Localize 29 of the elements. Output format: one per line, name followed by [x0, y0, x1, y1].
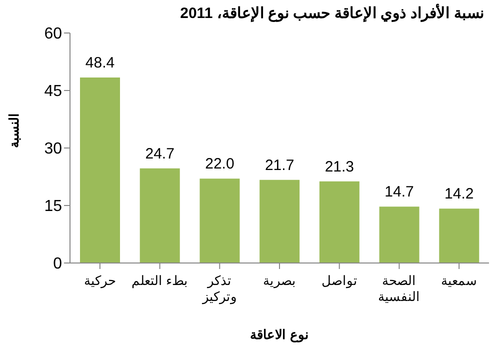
x-tick-label: بصرية — [263, 273, 296, 289]
data-label: 21.7 — [264, 156, 294, 174]
data-label: 14.7 — [384, 184, 414, 201]
bar — [439, 208, 480, 263]
x-tick-label: سمعية — [441, 273, 478, 288]
x-tick-label: تذكر وتركيز — [202, 273, 237, 305]
data-label: 24.7 — [145, 145, 174, 162]
data-label: 22.0 — [205, 156, 234, 173]
y-tick-label: 60 — [44, 26, 62, 43]
chart-title: نسبة الأفراد ذوي الإعاقة حسب نوع الإعاقة، 2011 — [180, 3, 484, 23]
y-tick-label: 45 — [44, 83, 62, 100]
y-tick-label: 0 — [53, 256, 62, 273]
bar — [260, 180, 300, 263]
x-axis-title: نوع الاعاقة — [250, 327, 309, 343]
bar — [140, 168, 180, 263]
x-tick-label: الصحة النفسية — [378, 273, 420, 304]
y-tick-label: 30 — [44, 140, 62, 158]
y-tick-label: 15 — [44, 198, 62, 216]
data-label: 14.2 — [444, 186, 474, 203]
y-axis-title: النسبة — [6, 113, 22, 148]
bar — [379, 206, 420, 263]
x-tick-label: بطء التعلم — [131, 273, 188, 289]
x-tick-label: حركية — [84, 273, 116, 289]
x-tick-label: تواصل — [321, 273, 358, 289]
bar — [200, 178, 240, 263]
bar — [319, 181, 360, 263]
data-label: 21.3 — [324, 158, 354, 176]
bar — [80, 77, 120, 263]
data-label: 48.4 — [85, 54, 115, 72]
